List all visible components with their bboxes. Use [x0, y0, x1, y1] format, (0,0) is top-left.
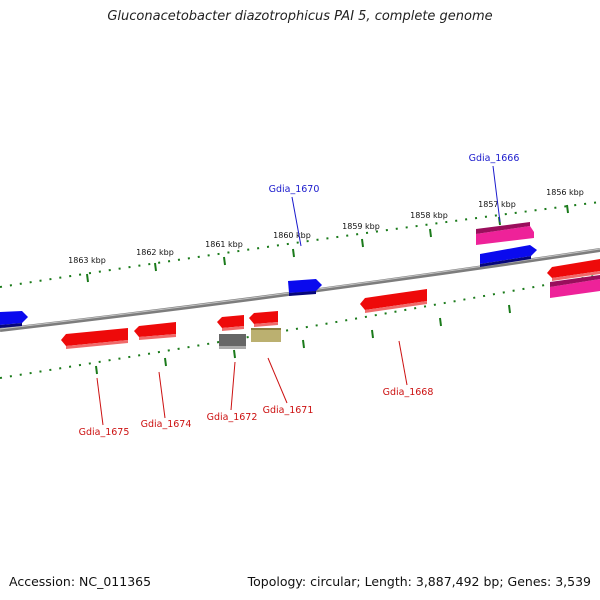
gene-gdia-1671-red[interactable]: [249, 311, 278, 327]
kbp-label-1858: 1858 kbp: [410, 211, 448, 220]
kbp-label-1859: 1859 kbp: [342, 222, 380, 231]
gene-gdia-1666-pink[interactable]: [476, 222, 534, 245]
gene-gdia-1668[interactable]: [360, 289, 427, 313]
gene-gdia-1666-blue[interactable]: [480, 245, 537, 267]
gene-label-gdia-1675[interactable]: Gdia_1675: [79, 427, 130, 438]
leader-gdia-1674: [158, 371, 166, 419]
kbp-label-1860: 1860 kbp: [273, 231, 311, 240]
gene-gdia-1674[interactable]: [134, 322, 176, 340]
kbp-label-1861: 1861 kbp: [205, 240, 243, 249]
kbp-label-1863: 1863 kbp: [68, 256, 106, 265]
outer-tick-ring: [0, 201, 600, 288]
gene-label-gdia-1672[interactable]: Gdia_1672: [207, 412, 258, 423]
gene-right-edge-pink[interactable]: [550, 275, 600, 298]
leader-gdia-1672: [230, 361, 236, 411]
leader-gdia-1666: [492, 165, 501, 223]
gene-right-edge-red[interactable]: [547, 259, 600, 281]
leader-gdia-1675: [96, 377, 104, 426]
kbp-label-1856: 1856 kbp: [546, 188, 584, 197]
gene-label-gdia-1666[interactable]: Gdia_1666: [469, 153, 520, 164]
map-title: Gluconacetobacter diazotrophicus PAI 5, …: [107, 9, 493, 24]
inner-tick-ring: [0, 274, 600, 379]
gene-gdia-1670[interactable]: [288, 279, 322, 296]
leader-gdia-1670: [291, 196, 302, 247]
gene-left-edge-forward[interactable]: [0, 311, 28, 328]
kbp-label-1857: 1857 kbp: [478, 200, 516, 209]
gene-gdia-1675[interactable]: [61, 328, 128, 349]
leader-gdia-1671: [267, 357, 288, 404]
gene-label-gdia-1670[interactable]: Gdia_1670: [269, 184, 320, 195]
feature-gdia-1671-olive[interactable]: [251, 328, 281, 342]
gene-label-gdia-1674[interactable]: Gdia_1674: [141, 419, 192, 430]
accession-text: Accession: NC_011365: [9, 574, 152, 589]
gene-gdia-1672-red[interactable]: [217, 315, 244, 331]
gene-label-gdia-1671[interactable]: Gdia_1671: [263, 405, 314, 416]
genome-summary-text: Topology: circular; Length: 3,887,492 bp…: [247, 574, 591, 589]
feature-gdia-1672-gray[interactable]: [219, 334, 246, 349]
leader-gdia-1668: [398, 340, 408, 386]
kbp-label-1862: 1862 kbp: [136, 248, 174, 257]
gene-label-gdia-1668[interactable]: Gdia_1668: [383, 387, 434, 398]
